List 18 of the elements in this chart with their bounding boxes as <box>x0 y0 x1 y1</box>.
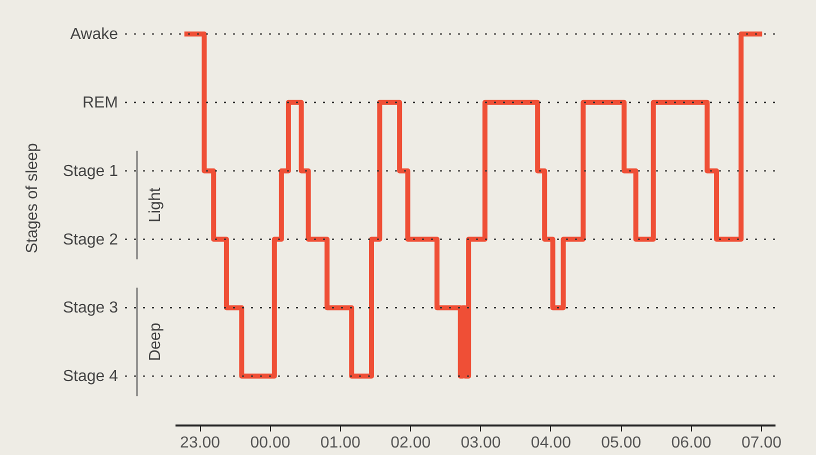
x-tick-label: 04.00 <box>530 434 572 452</box>
x-tick-label: 07.00 <box>741 434 782 452</box>
text: Light <box>147 187 164 222</box>
text: Stages of sleep <box>24 142 41 254</box>
ref-line-label: Awake <box>70 26 118 43</box>
x-tick-label: 23.00 <box>180 434 220 452</box>
ref-line-label: Stage 2 <box>62 231 118 248</box>
ref-line-label: Stage 3 <box>62 300 118 317</box>
x-tick-label: 00.00 <box>250 434 290 452</box>
x-tick-label: 05.00 <box>601 434 642 452</box>
ref-line-label: REM <box>82 94 118 112</box>
ref-line-label: Stage 4 <box>62 368 118 386</box>
x-tick-label: 06.00 <box>671 434 712 452</box>
x-tick-label: 03.00 <box>460 434 501 452</box>
text: Deep <box>147 322 164 362</box>
x-tick-label: 02.00 <box>390 434 431 452</box>
ref-line-label: Stage 1 <box>62 162 118 180</box>
x-tick-label: 01.00 <box>320 434 361 452</box>
